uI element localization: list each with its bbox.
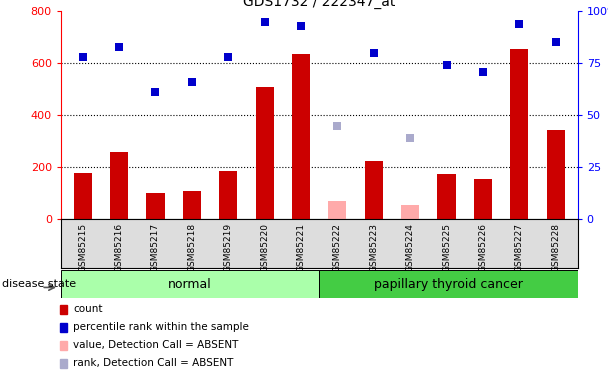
Bar: [292, 54, 310, 219]
Point: [333, 123, 342, 129]
Point: [78, 54, 88, 60]
Text: count: count: [73, 304, 103, 314]
Bar: [510, 49, 528, 219]
Text: disease state: disease state: [2, 279, 76, 289]
Text: GSM85219: GSM85219: [224, 223, 233, 272]
Bar: [365, 161, 383, 219]
Text: normal: normal: [168, 278, 212, 291]
Point: [187, 79, 196, 85]
Bar: [147, 194, 165, 219]
Text: GSM85216: GSM85216: [114, 223, 123, 272]
Bar: [474, 179, 492, 219]
Text: rank, Detection Call = ABSENT: rank, Detection Call = ABSENT: [73, 358, 233, 368]
Bar: [328, 201, 347, 219]
Point: [551, 39, 561, 45]
Bar: [547, 130, 565, 219]
Point: [223, 54, 233, 60]
Title: GDS1732 / 222347_at: GDS1732 / 222347_at: [243, 0, 395, 9]
Point: [114, 44, 124, 50]
Bar: [255, 87, 274, 219]
Text: GSM85218: GSM85218: [187, 223, 196, 272]
Point: [369, 50, 379, 56]
Text: GSM85223: GSM85223: [369, 223, 378, 272]
Point: [478, 69, 488, 75]
Text: GSM85221: GSM85221: [297, 223, 305, 272]
Text: GSM85222: GSM85222: [333, 223, 342, 272]
Text: GSM85227: GSM85227: [515, 223, 524, 272]
Point: [406, 135, 415, 141]
Bar: [401, 205, 420, 219]
Bar: [219, 171, 237, 219]
Text: GSM85225: GSM85225: [442, 223, 451, 272]
Point: [260, 19, 269, 25]
FancyBboxPatch shape: [319, 270, 578, 298]
FancyBboxPatch shape: [61, 270, 319, 298]
Point: [514, 21, 524, 27]
Text: papillary thyroid cancer: papillary thyroid cancer: [374, 278, 523, 291]
Text: GSM85217: GSM85217: [151, 223, 160, 272]
Text: percentile rank within the sample: percentile rank within the sample: [73, 322, 249, 332]
Bar: [110, 152, 128, 219]
Text: GSM85228: GSM85228: [551, 223, 560, 272]
Text: GSM85215: GSM85215: [78, 223, 87, 272]
Text: GSM85224: GSM85224: [406, 223, 415, 272]
Text: value, Detection Call = ABSENT: value, Detection Call = ABSENT: [73, 340, 238, 350]
Bar: [74, 172, 92, 219]
Text: GSM85226: GSM85226: [478, 223, 488, 272]
Point: [296, 23, 306, 29]
Point: [442, 62, 452, 68]
Bar: [438, 174, 455, 219]
Point: [151, 89, 161, 95]
Bar: [183, 191, 201, 219]
Text: GSM85220: GSM85220: [260, 223, 269, 272]
